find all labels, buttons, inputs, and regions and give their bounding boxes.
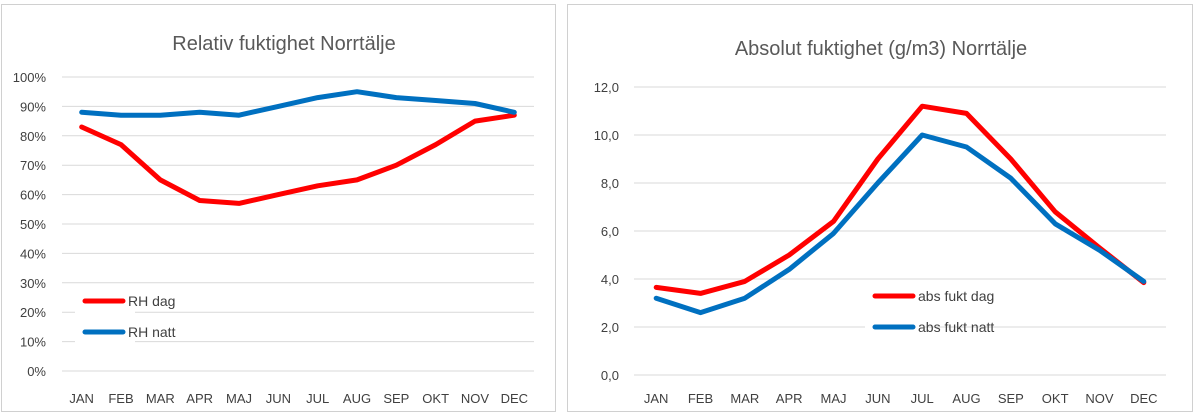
y-tick-label: 40% <box>20 246 46 261</box>
x-tick-label: JAN <box>69 391 94 406</box>
legend-background <box>75 287 135 347</box>
series-line-dag <box>79 112 517 206</box>
series-line-dag <box>653 103 1147 296</box>
y-tick-label: 20% <box>20 305 46 320</box>
chart-title: Absolut fuktighet (g/m3) Norrtälje <box>735 38 1027 60</box>
y-tick-label: 10,0 <box>594 128 619 143</box>
x-tick-label: FEB <box>688 391 713 406</box>
x-tick-label: APR <box>776 391 803 406</box>
y-tick-label: 0,0 <box>601 368 619 383</box>
legend-label: RH dag <box>128 293 175 309</box>
x-tick-label: NOV <box>461 391 490 406</box>
x-tick-label: SEP <box>998 391 1024 406</box>
legend-label: RH natt <box>128 324 176 340</box>
x-tick-label: JUL <box>306 391 329 406</box>
x-tick-label: MAJ <box>821 391 847 406</box>
y-tick-label: 30% <box>20 276 46 291</box>
y-tick-label: 60% <box>20 188 46 203</box>
x-tick-label: SEP <box>383 391 409 406</box>
y-tick-label: 90% <box>20 99 46 114</box>
x-tick-label: OKT <box>422 391 449 406</box>
y-tick-label: 12,0 <box>594 80 619 95</box>
x-tick-label: JAN <box>644 391 669 406</box>
y-tick-label: 100% <box>13 70 47 85</box>
x-tick-label: MAR <box>730 391 759 406</box>
chart-panel-absolute-humidity: Absolut fuktighet (g/m3) Norrtälje 0,0 2,0… <box>567 4 1193 412</box>
y-tick-label: 2,0 <box>601 320 619 335</box>
y-tick-label: 80% <box>20 129 46 144</box>
x-tick-label: OKT <box>1042 391 1069 406</box>
x-tick-label: AUG <box>952 391 980 406</box>
x-tick-label: NOV <box>1085 391 1114 406</box>
x-tick-label: DEC <box>1130 391 1157 406</box>
y-tick-label: 0% <box>27 364 46 379</box>
absolute-humidity-chart: Absolut fuktighet (g/m3) Norrtälje 0,0 2,0… <box>594 38 1166 406</box>
chart-panel-relative-humidity: Relativ fuktighet Norrtälje 0% 10% 20% 30% 40… <box>1 4 556 412</box>
y-tick-label: 6,0 <box>601 224 619 239</box>
y-tick-label: 8,0 <box>601 176 619 191</box>
x-tick-label: AUG <box>343 391 371 406</box>
y-tick-label: 4,0 <box>601 272 619 287</box>
x-tick-label: JUL <box>911 391 934 406</box>
y-tick-label: 50% <box>20 217 46 232</box>
x-tick-label: APR <box>186 391 213 406</box>
x-tick-label: MAR <box>146 391 175 406</box>
series-line-natt <box>653 132 1147 316</box>
x-tick-label: FEB <box>108 391 133 406</box>
legend-label: abs fukt dag <box>918 288 994 304</box>
x-tick-label: MAJ <box>226 391 252 406</box>
x-tick-label: JUN <box>266 391 291 406</box>
chart-title: Relativ fuktighet Norrtälje <box>172 33 395 55</box>
x-tick-label: JUN <box>865 391 890 406</box>
relative-humidity-chart: Relativ fuktighet Norrtälje 0% 10% 20% 30% 40… <box>13 33 534 406</box>
series-line-natt <box>79 89 517 118</box>
y-tick-label: 70% <box>20 158 46 173</box>
y-tick-label: 10% <box>20 335 46 350</box>
x-tick-label: DEC <box>501 391 528 406</box>
legend-background <box>865 282 925 342</box>
legend-label: abs fukt natt <box>918 319 994 335</box>
